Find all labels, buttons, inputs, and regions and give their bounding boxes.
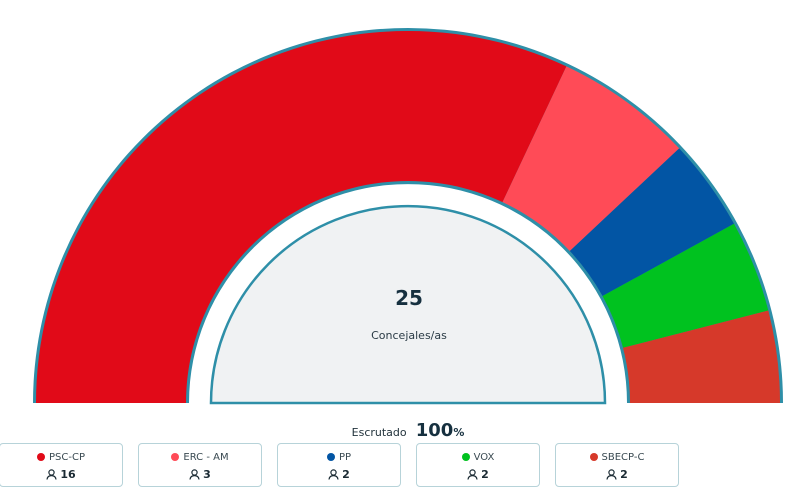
parliament-chart [33,28,783,405]
party-name: PSC-CP [49,452,85,463]
legend-card-psc-cp[interactable]: PSC-CP 16 [0,443,123,487]
party-name: ERC - AM [183,452,229,463]
legend-card-sbecp-c[interactable]: SBECP-C 2 [555,443,679,487]
user-icon [328,469,339,483]
seats-label: Concejales/as [371,329,447,342]
party-name: SBECP-C [601,452,645,463]
seat-segment-sbecp-c [623,310,780,403]
total-seats: 25 [395,286,423,310]
party-name: VOX [473,452,495,463]
party-seats: 2 [342,468,350,481]
erc-am-dot [171,453,180,461]
party-seats: 16 [60,468,76,481]
legend-card-pp[interactable]: PP 2 [277,443,401,487]
vox-dot [461,453,470,461]
user-icon [46,469,57,483]
user-icon [189,469,200,483]
legend-card-vox[interactable]: VOX 2 [416,443,540,487]
scrutiny-indicator: Escrutado 100% [0,420,796,441]
legend-card-erc-am[interactable]: ERC - AM 3 [138,443,262,487]
party-seats: 3 [203,468,211,481]
pp-dot [326,453,335,461]
scrutiny-label: Escrutado [351,426,407,439]
party-seats: 2 [620,468,628,481]
party-name: PP [338,452,352,463]
user-icon [606,469,617,483]
user-icon [467,469,478,483]
seat-segment-erc-am [502,66,680,252]
scrutiny-value: 100 [415,420,454,441]
scrutiny-unit: % [453,426,465,439]
seat-segment-vox [602,223,769,348]
sbecp-c-dot [589,453,598,461]
seat-segment-pp [569,148,734,297]
center-panel [209,204,607,405]
seat-segment-psc-cp [36,30,567,404]
party-seats: 2 [481,468,489,481]
party-legend: PSC-CP 16 ERC - AM 3 PP 2 VOX 2 SBECP-C … [0,443,796,489]
psc-cp-dot [37,453,45,461]
